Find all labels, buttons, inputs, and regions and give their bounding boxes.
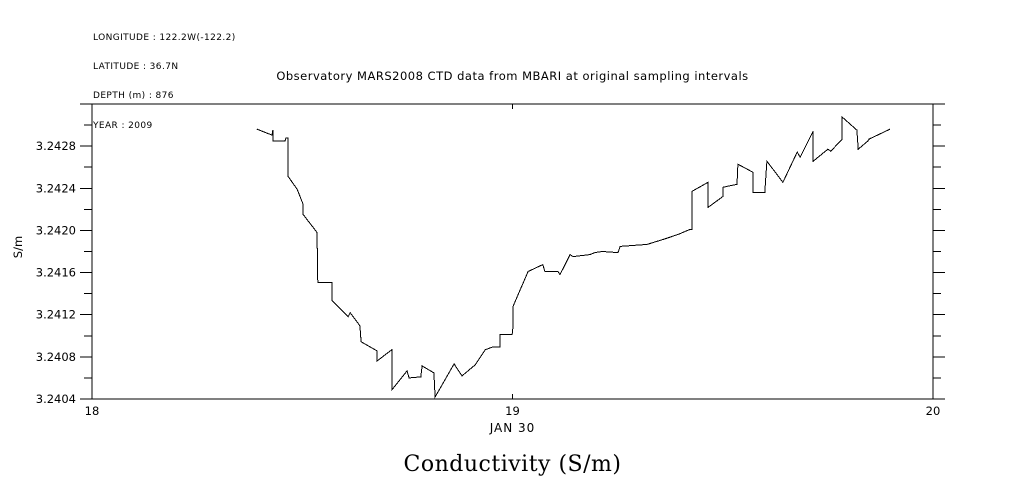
metadata-block: LONGITUDE : 122.2W(-122.2) LATITUDE : 36… bbox=[93, 14, 236, 151]
metadata-year: YEAR : 2009 bbox=[93, 120, 153, 131]
y-tick-label: 3.2408 bbox=[36, 350, 76, 364]
plot-border bbox=[91, 103, 934, 400]
y-tick-label: 3.2424 bbox=[36, 181, 76, 195]
metadata-latitude: LATITUDE : 36.7N bbox=[93, 61, 179, 72]
x-tick-label: 19 bbox=[505, 404, 520, 418]
y-tick-label: 3.2420 bbox=[36, 223, 76, 237]
y-tick-label: 3.2428 bbox=[36, 139, 76, 153]
y-tick-label: 3.2404 bbox=[36, 392, 76, 406]
figure-caption: Conductivity (S/m) bbox=[403, 452, 622, 477]
x-tick-label: 20 bbox=[926, 404, 941, 418]
x-tick-label: 18 bbox=[85, 404, 100, 418]
data-line bbox=[256, 115, 891, 399]
metadata-longitude: LONGITUDE : 122.2W(-122.2) bbox=[93, 32, 236, 43]
x-axis-date-label: JAN 30 bbox=[489, 421, 536, 435]
y-tick-label: 3.2416 bbox=[36, 266, 76, 280]
y-axis-label: S/m bbox=[11, 235, 25, 259]
y-tick-label: 3.2412 bbox=[36, 308, 76, 322]
chart-title: Observatory MARS2008 CTD data from MBARI… bbox=[276, 69, 749, 83]
metadata-depth: DEPTH (m) : 876 bbox=[93, 91, 174, 102]
